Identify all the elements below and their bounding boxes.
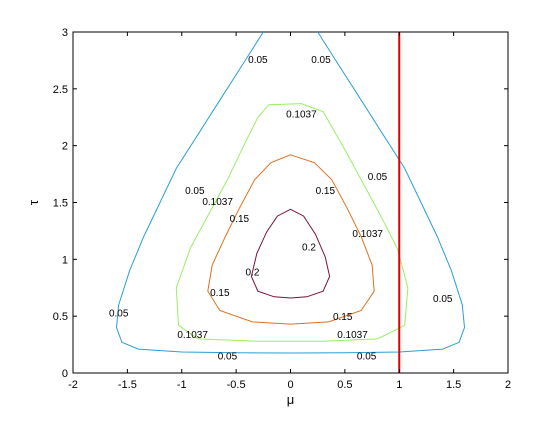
x-axis-label: μ <box>287 392 295 407</box>
plot-area <box>72 31 509 374</box>
contour-label: 0.15 <box>230 214 250 225</box>
y-tick-label: 2 <box>62 141 68 153</box>
x-tick-label: 2 <box>505 379 511 391</box>
contour-label: 0.15 <box>210 288 230 299</box>
x-tick-label: 0 <box>287 379 293 391</box>
contour-label: 0.1037 <box>202 197 233 208</box>
contour-label: 0.15 <box>316 186 336 197</box>
contour-label: 0.05 <box>218 352 238 363</box>
y-tick-label: 1.5 <box>53 198 68 210</box>
y-tick-label: 2.5 <box>53 84 68 96</box>
axis-ticks: -2 -1.5 -1 -0.5 0 0.5 1 1.5 2 0 0.5 1 1.5 2 2.5 3 <box>53 27 511 391</box>
x-tick-label: -1 <box>177 379 187 391</box>
contour-label: 0.2 <box>302 243 316 254</box>
y-tick-label: 3 <box>62 27 68 39</box>
contour-line-0.05 <box>115 31 466 354</box>
contour-line-0.15 <box>207 154 375 325</box>
x-tick-label: 0.5 <box>337 379 352 391</box>
x-tick-label: 1 <box>396 379 402 391</box>
contour-label: 0.2 <box>245 268 259 279</box>
contour-label: 0.1037 <box>177 330 208 341</box>
contour-lines <box>115 31 466 354</box>
contour-label: 0.05 <box>185 186 205 197</box>
contour-line-0.2 <box>250 208 331 299</box>
contour-line-0.1037 <box>175 103 409 342</box>
x-tick-label: -1.5 <box>118 379 137 391</box>
contour-label: 0.05 <box>109 309 129 320</box>
y-tick-label: 0 <box>62 368 68 380</box>
contour-label: 0.05 <box>311 55 331 66</box>
y-axis-label: τ <box>26 199 41 205</box>
contour-labels: 0.05 0.050.050.050.050.050.05 0.050.10370.… <box>109 55 453 363</box>
contour-label: 0.05 <box>248 55 268 66</box>
y-tick-label: 1 <box>62 254 68 266</box>
contour-label: 0.05 <box>368 172 388 183</box>
x-tick-label: -2 <box>68 379 78 391</box>
x-tick-label: -0.5 <box>227 379 246 391</box>
contour-label: 0.1037 <box>286 110 317 121</box>
contour-label: 0.1037 <box>337 330 368 341</box>
contour-label: 0.05 <box>357 352 377 363</box>
contour-label: 0.05 <box>433 294 453 305</box>
contour-label: 0.15 <box>333 312 353 323</box>
x-tick-label: 1.5 <box>446 379 461 391</box>
contour-label: 0.1037 <box>352 229 383 240</box>
y-tick-label: 0.5 <box>53 311 68 323</box>
